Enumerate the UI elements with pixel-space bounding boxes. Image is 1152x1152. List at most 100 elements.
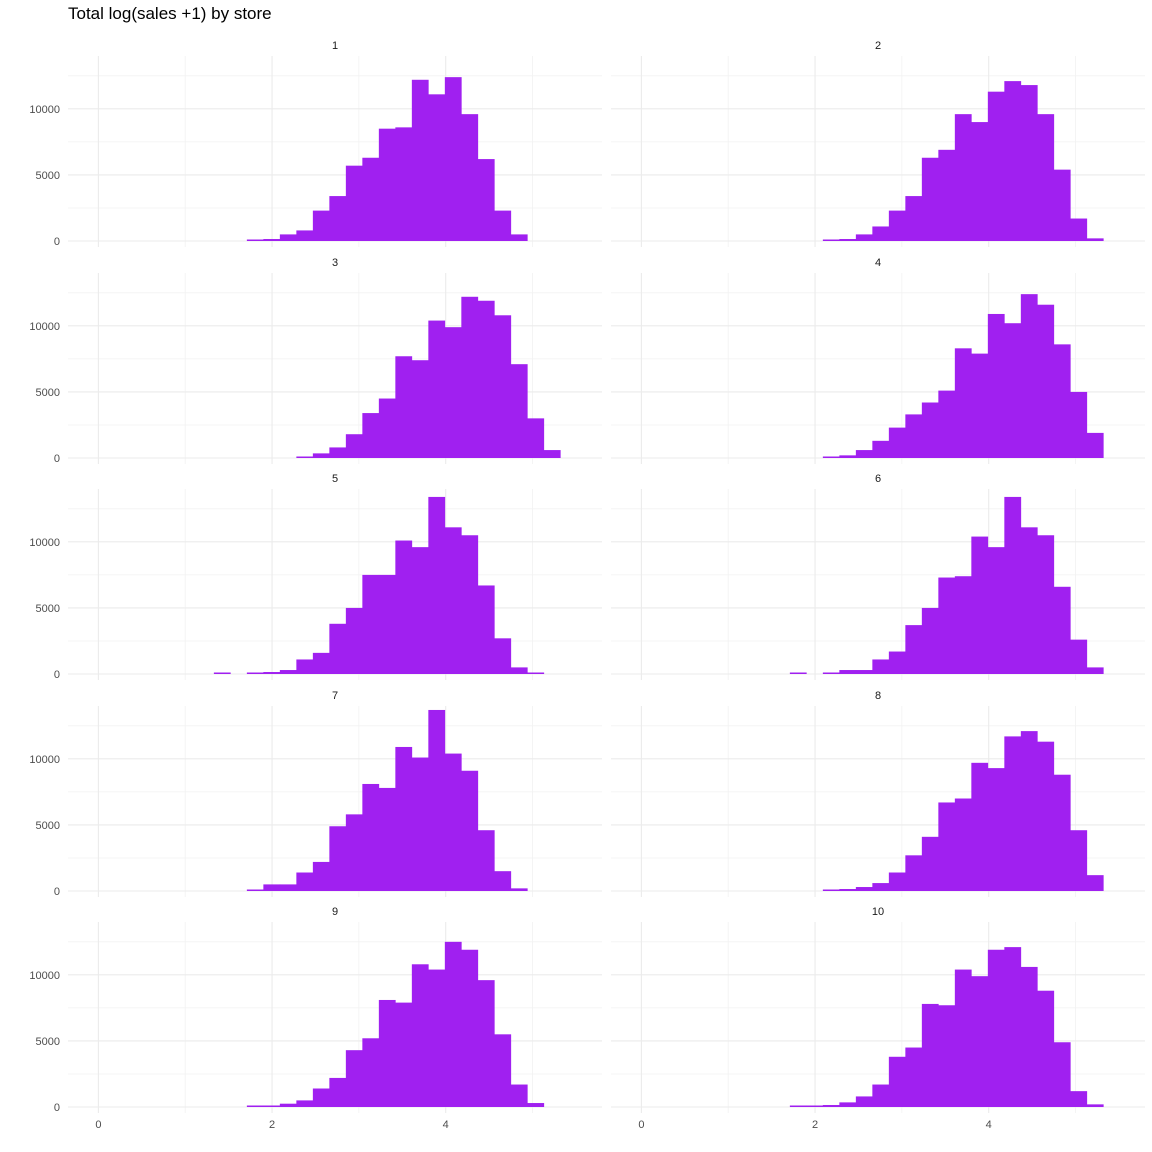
histogram-bar xyxy=(279,234,297,241)
histogram-bar xyxy=(938,1005,956,1107)
histogram-bar xyxy=(855,887,873,891)
histogram-bar xyxy=(510,364,528,458)
histogram-bar xyxy=(362,574,380,674)
histogram-bar xyxy=(428,496,446,674)
facet-panel-3: 3 0 5000 10000 xyxy=(29,257,602,465)
histogram-bar xyxy=(921,1003,939,1107)
histogram-bar xyxy=(329,196,347,241)
histogram-bar xyxy=(444,753,462,891)
histogram-bar xyxy=(329,1077,347,1107)
x-tick-label: 2 xyxy=(812,1119,818,1131)
y-tick-label: 0 xyxy=(54,453,60,465)
y-tick-label: 5000 xyxy=(36,170,60,182)
histogram-bar xyxy=(527,1103,545,1107)
histogram-bar xyxy=(938,390,956,458)
histogram-bar xyxy=(461,114,479,241)
histogram-bar xyxy=(362,157,380,241)
histogram-bar xyxy=(395,127,413,241)
histogram-bar xyxy=(872,1084,890,1107)
histogram-bar xyxy=(279,670,297,674)
y-tick-label: 0 xyxy=(54,669,60,681)
histogram-bar xyxy=(263,672,281,674)
histogram-bar xyxy=(1020,527,1038,674)
histogram-bar xyxy=(872,659,890,674)
facet-strip-label: 7 xyxy=(332,690,338,702)
histogram-bar xyxy=(921,157,939,241)
histogram-bar xyxy=(1053,774,1071,891)
histogram-bar xyxy=(296,1100,314,1107)
histogram-bar xyxy=(888,651,906,674)
facet-panel-7: 7 0 5000 10000 xyxy=(29,690,602,898)
facet-strip-label: 9 xyxy=(332,906,338,918)
histogram-bar xyxy=(395,540,413,674)
histogram-bar xyxy=(494,871,512,891)
histogram-bar xyxy=(329,623,347,674)
histogram-bar xyxy=(822,239,840,241)
histogram-bar xyxy=(855,234,873,241)
histogram-bar xyxy=(789,672,807,674)
histogram-bar xyxy=(855,670,873,674)
histogram-bar xyxy=(839,455,857,458)
histogram-bar xyxy=(1070,218,1088,241)
facet-strip-label: 4 xyxy=(875,257,881,269)
histogram-bar xyxy=(872,226,890,241)
histogram-bar xyxy=(543,450,561,458)
histogram-bar xyxy=(789,1105,807,1107)
histogram-bar xyxy=(428,709,446,891)
histogram-bar xyxy=(444,527,462,674)
histogram-bar xyxy=(1037,304,1055,458)
histogram-bar xyxy=(839,239,857,241)
histogram-bar xyxy=(921,607,939,674)
facet-strip-label: 2 xyxy=(875,40,881,52)
histogram-bar xyxy=(971,976,989,1107)
histogram-bar xyxy=(822,1105,840,1107)
histogram-bar xyxy=(444,77,462,242)
histogram-bar xyxy=(888,427,906,458)
histogram-bar xyxy=(345,814,363,891)
y-tick-label: 0 xyxy=(54,1102,60,1114)
histogram-bar xyxy=(806,1105,824,1107)
histogram-bar xyxy=(395,1002,413,1107)
histogram-bar xyxy=(1053,169,1071,241)
histogram-bar xyxy=(296,872,314,891)
histogram-bar xyxy=(1004,81,1022,241)
histogram-bar xyxy=(477,830,495,891)
histogram-bar xyxy=(1037,990,1055,1107)
histogram-bar xyxy=(527,672,545,674)
histogram-bar xyxy=(378,128,396,241)
histogram-bar xyxy=(1086,667,1104,674)
histogram-bar xyxy=(938,802,956,891)
histogram-bar xyxy=(279,1103,297,1107)
histogram-bar xyxy=(510,234,528,241)
histogram-bar xyxy=(839,1102,857,1107)
histogram-bar xyxy=(296,230,314,241)
histogram-bar xyxy=(246,239,264,241)
histogram-bar xyxy=(1020,731,1038,891)
histogram-bar xyxy=(954,576,972,674)
histogram-bar xyxy=(1037,535,1055,674)
x-tick-label: 0 xyxy=(95,1119,101,1131)
facet-strip-label: 1 xyxy=(332,40,338,52)
y-tick-label: 10000 xyxy=(29,754,60,766)
histogram-bar xyxy=(971,536,989,674)
histogram-bar xyxy=(872,440,890,458)
facet-panel-2: 2 xyxy=(611,40,1145,247)
histogram-bar xyxy=(329,447,347,458)
x-tick-label: 0 xyxy=(638,1119,644,1131)
histogram-bar xyxy=(477,300,495,458)
histogram-bar xyxy=(378,787,396,891)
histogram-bar xyxy=(510,1084,528,1107)
facet-panel-10: 10 0 2 4 xyxy=(611,906,1145,1131)
histogram-bar xyxy=(246,889,264,891)
histogram-bar xyxy=(987,547,1005,674)
histogram-bar xyxy=(872,883,890,891)
histogram-bar xyxy=(345,165,363,241)
facet-panel-5: 5 0 5000 10000 xyxy=(29,473,602,681)
histogram-bar xyxy=(312,1088,330,1107)
histogram-bar xyxy=(494,210,512,241)
histogram-bar xyxy=(1070,639,1088,674)
histogram-bar xyxy=(1004,496,1022,674)
histogram-bar xyxy=(822,672,840,674)
histogram-bar xyxy=(510,667,528,674)
